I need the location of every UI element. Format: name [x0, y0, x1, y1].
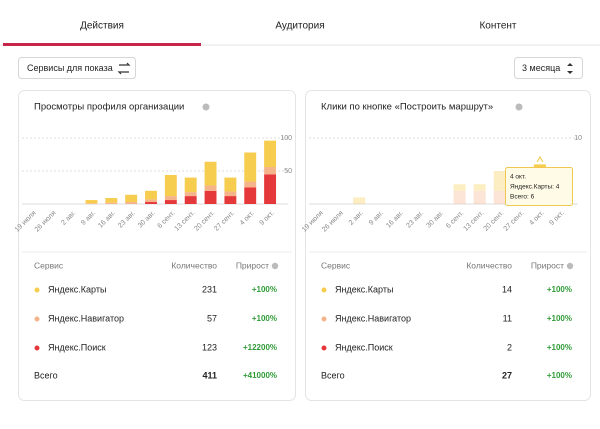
- tab[interactable]: Контент: [479, 21, 516, 32]
- tooltip: 4 окт. Яндекс.Карты: 4 Всего: 6: [505, 156, 573, 206]
- legend-dot: [34, 316, 40, 322]
- growth: +100%: [547, 285, 572, 294]
- tab[interactable]: Действия: [80, 21, 124, 32]
- bar-segment: [453, 184, 466, 191]
- filter-button[interactable]: [18, 57, 136, 79]
- growth: +12200%: [243, 343, 277, 352]
- tooltip-line: Яндекс.Карты: 4: [510, 184, 560, 191]
- period-select[interactable]: [514, 57, 583, 79]
- tooltip-arrow: [536, 156, 544, 163]
- bar-segment: [224, 177, 237, 192]
- tooltip-date: 4 окт.: [510, 174, 526, 181]
- growth: +100%: [547, 314, 572, 323]
- service-name: Яндекс.Карты: [48, 284, 106, 294]
- select-arrows: [567, 63, 573, 74]
- info-icon: [566, 262, 574, 270]
- growth: +100%: [547, 343, 572, 352]
- count: 57: [207, 313, 217, 323]
- legend-dot: [321, 316, 327, 322]
- panel-title: Клики по кнопке «Построить маршрут»: [321, 102, 493, 113]
- bar-segment: [224, 191, 237, 197]
- bar-segment: [244, 181, 257, 188]
- service-name: Яндекс.Поиск: [48, 342, 106, 352]
- count: 11: [503, 313, 512, 323]
- bar-segment: [204, 185, 217, 191]
- bar-segment: [145, 190, 157, 200]
- bar-segment: [264, 174, 277, 204]
- bar-segment: [145, 202, 157, 204]
- swap-icon: [117, 62, 131, 75]
- tab[interactable]: Аудитория: [275, 21, 324, 32]
- column-header: Прирост: [531, 260, 564, 270]
- total-count: 411: [202, 370, 217, 380]
- bar-segment: [244, 152, 257, 182]
- legend-dot: [34, 345, 40, 351]
- column-header: Сервис: [321, 260, 351, 270]
- y-tick-label: 100: [280, 135, 292, 142]
- bar-segment: [473, 190, 486, 204]
- service-name: Яндекс.Навигатор: [335, 313, 411, 323]
- bar-segment: [184, 177, 197, 193]
- panel: [305, 90, 591, 401]
- bar-segment: [145, 199, 157, 203]
- panel-title: Просмотры профиля организации: [34, 102, 184, 113]
- bar-segment: [85, 200, 98, 204]
- bar-segment: [353, 197, 366, 204]
- bar-segment: [224, 196, 237, 204]
- service-name: Яндекс.Карты: [335, 284, 393, 294]
- bar-segment: [164, 174, 177, 197]
- bar-segment: [453, 190, 466, 204]
- column-header: Количество: [466, 260, 512, 270]
- column-header: Прирост: [236, 260, 269, 270]
- total-growth: +41000%: [243, 371, 277, 380]
- tooltip-box: [505, 167, 573, 206]
- total-label: Всего: [34, 370, 58, 380]
- bar-segment: [125, 202, 138, 204]
- bar-segment: [184, 196, 197, 204]
- column-header: Количество: [171, 260, 217, 270]
- bar-segment: [204, 161, 217, 186]
- column-header: Сервис: [34, 260, 64, 270]
- bar-segment: [164, 200, 177, 204]
- bar-segment: [473, 184, 486, 191]
- bar-segment: [204, 190, 217, 204]
- bar-segment: [493, 190, 506, 204]
- bar-segment: [125, 194, 138, 203]
- bar-segment: [105, 202, 118, 204]
- total-label: Всего: [321, 370, 345, 380]
- y-tick-label: 50: [284, 168, 292, 175]
- period-label: 3 месяца: [522, 63, 560, 73]
- growth: +100%: [252, 285, 277, 294]
- count: 123: [202, 342, 217, 352]
- info-icon: [271, 262, 279, 270]
- count: 2: [507, 342, 512, 352]
- y-tick-label: 10: [574, 135, 582, 142]
- bar-segment: [244, 187, 257, 204]
- service-name: Яндекс.Поиск: [335, 342, 393, 352]
- legend-dot: [34, 287, 40, 293]
- count: 14: [502, 284, 512, 294]
- count: 231: [202, 284, 217, 294]
- info-icon[interactable]: [202, 103, 210, 111]
- bar-segment: [164, 196, 177, 201]
- info-icon[interactable]: [515, 103, 523, 111]
- bar-segment: [264, 140, 277, 168]
- service-name: Яндекс.Навигатор: [48, 313, 124, 323]
- total-count: 27: [502, 370, 512, 380]
- bar-segment: [264, 167, 277, 175]
- tab-underline: [3, 43, 201, 46]
- legend-dot: [321, 345, 327, 351]
- growth: +100%: [252, 314, 277, 323]
- panel: [18, 90, 296, 401]
- tooltip-line: Всего: 6: [510, 194, 535, 201]
- bar-segment: [105, 198, 118, 203]
- total-growth: +100%: [547, 371, 572, 380]
- bar-segment: [493, 171, 506, 191]
- bar-segment: [184, 192, 197, 197]
- legend-dot: [321, 287, 327, 293]
- filter-label: Сервисы для показа: [27, 63, 113, 73]
- bar-segment: [85, 203, 98, 204]
